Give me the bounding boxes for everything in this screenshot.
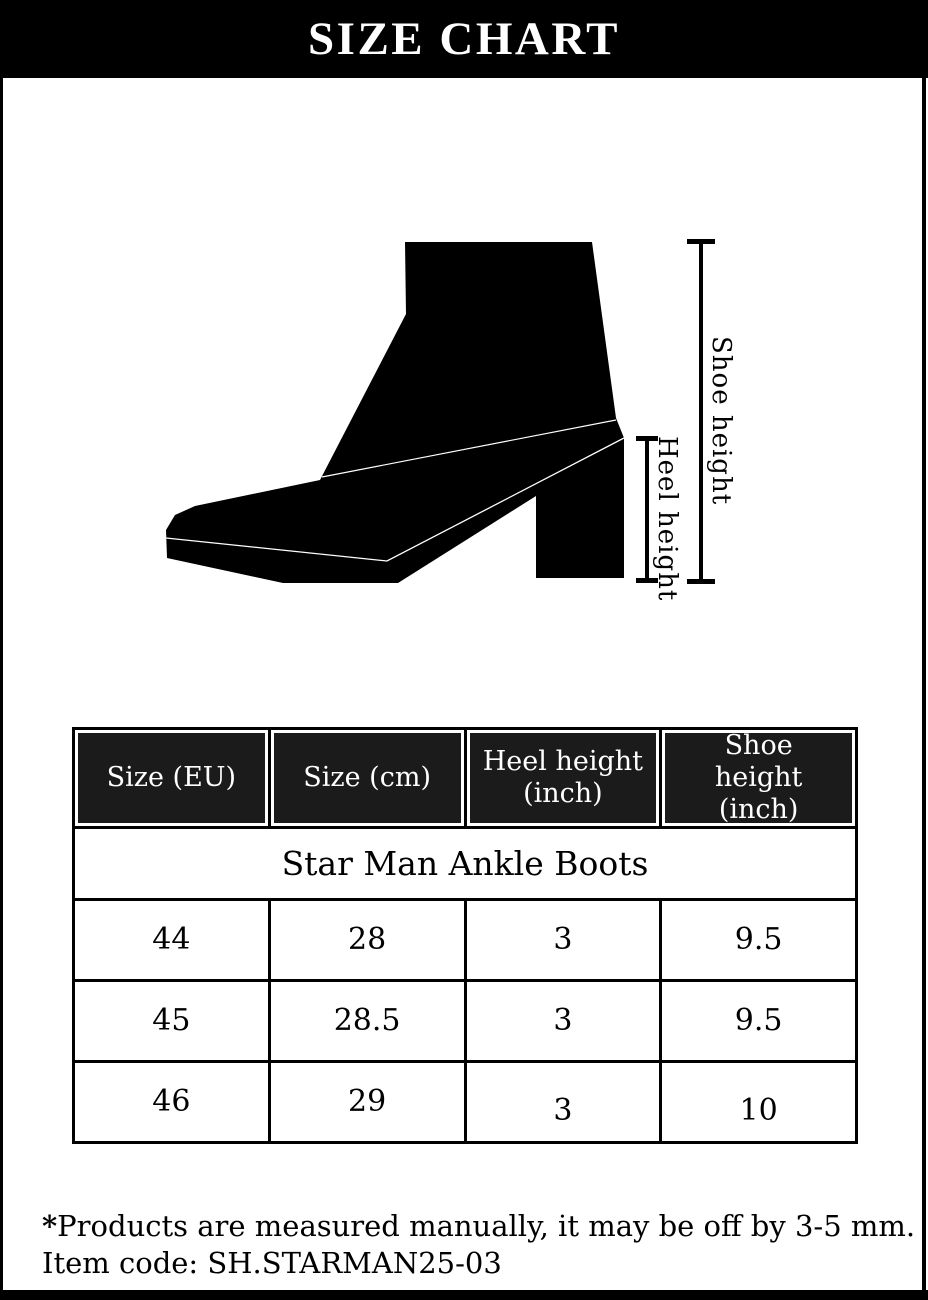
- column-header-shoe-height: Shoe height (inch): [659, 727, 858, 829]
- column-header-size-cm: Size (cm): [267, 727, 467, 829]
- measurement-disclaimer: *Products are measured manually, it may …: [42, 1208, 915, 1245]
- upper-seam-line: [321, 419, 617, 478]
- table-cell: 3: [463, 897, 663, 982]
- table-cell: 28.5: [267, 978, 467, 1063]
- marker-stem: [699, 239, 703, 584]
- note-text: Products are measured manually, it may b…: [57, 1209, 916, 1243]
- marker-cap: [687, 579, 715, 584]
- table-cell: 9.5: [659, 978, 858, 1063]
- page-border-bottom: [0, 1290, 928, 1300]
- heel-height-label: Heel height: [652, 436, 682, 602]
- table-row: 46 29 3 10: [72, 1059, 858, 1144]
- marker-stem: [645, 436, 649, 583]
- table-cell: 3: [463, 978, 663, 1063]
- table-cell: 46: [72, 1059, 271, 1144]
- table-title-row: Star Man Ankle Boots: [72, 825, 858, 901]
- table-row: 44 28 3 9.5: [72, 897, 858, 982]
- table-cell: 29: [267, 1059, 467, 1144]
- column-header-size-eu: Size (EU): [72, 727, 271, 829]
- heel-height-marker: [636, 436, 658, 583]
- size-table: Star Man Ankle Boots Size (EU) Size (cm)…: [72, 727, 858, 1144]
- boot-shape: [166, 242, 624, 583]
- column-header-heel-height: Heel height (inch): [463, 727, 663, 829]
- footer-note: *Products are measured manually, it may …: [42, 1208, 915, 1282]
- boot-illustration: [150, 230, 790, 600]
- table-row: 45 28.5 3 9.5: [72, 978, 858, 1063]
- page-title: SIZE CHART: [308, 12, 620, 65]
- table-cell: 45: [72, 978, 271, 1063]
- table-cell: 3: [463, 1059, 663, 1144]
- table-header-row: Size (EU) Size (cm) Heel height (inch) S…: [72, 727, 858, 829]
- note-asterisk: *: [42, 1209, 58, 1243]
- table-cell: 44: [72, 897, 271, 982]
- shoe-height-label: Shoe height: [706, 336, 736, 506]
- table-cell: 9.5: [659, 897, 858, 982]
- table-cell: 10: [659, 1059, 858, 1144]
- header-bar: SIZE CHART: [0, 0, 928, 78]
- shoe-height-marker: [687, 239, 715, 584]
- page-border-left: [0, 78, 3, 1300]
- sole-seam-line: [165, 437, 625, 562]
- item-code: Item code: SH.STARMAN25-03: [42, 1246, 502, 1280]
- table-title: Star Man Ankle Boots: [72, 825, 858, 901]
- boot-silhouette-icon: [165, 242, 625, 583]
- marker-cap: [636, 578, 658, 583]
- page-border-right: [922, 78, 926, 1300]
- table-cell: 28: [267, 897, 467, 982]
